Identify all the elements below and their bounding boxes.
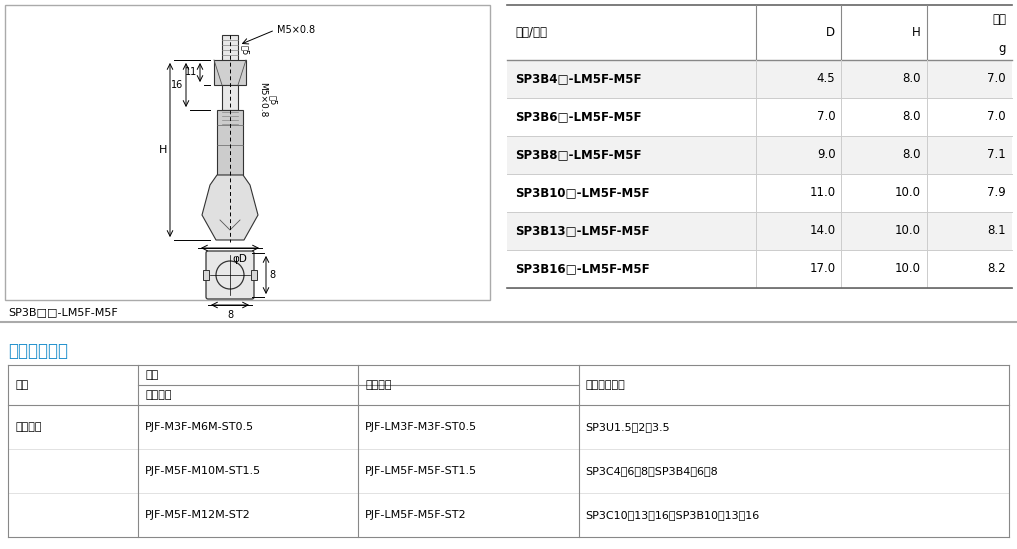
Text: 8.0: 8.0 <box>902 110 920 124</box>
Text: 深5: 深5 <box>240 45 249 55</box>
Text: 7.0: 7.0 <box>988 110 1006 124</box>
Text: 16: 16 <box>171 80 183 90</box>
Text: 名称: 名称 <box>15 380 28 390</box>
Text: φD: φD <box>232 254 247 264</box>
Text: SP3B16□-LM5F-M5F: SP3B16□-LM5F-M5F <box>515 262 650 276</box>
Text: PJF-M5F-M12M-ST2: PJF-M5F-M12M-ST2 <box>145 510 251 520</box>
Text: 配件选型规格: 配件选型规格 <box>8 342 68 360</box>
Text: 9.0: 9.0 <box>817 148 836 161</box>
Bar <box>214 60 246 85</box>
Text: SP3B13□-LM5F-M5F: SP3B13□-LM5F-M5F <box>515 225 650 238</box>
Text: PJF-LM3F-M3F-ST0.5: PJF-LM3F-M3F-ST0.5 <box>365 422 477 432</box>
Text: 14.0: 14.0 <box>810 225 836 238</box>
Text: D: D <box>827 25 836 38</box>
FancyBboxPatch shape <box>206 251 254 299</box>
Text: PJF-M5F-M10M-ST1.5: PJF-M5F-M10M-ST1.5 <box>145 466 261 476</box>
Text: SP3B8□-LM5F-M5F: SP3B8□-LM5F-M5F <box>515 148 642 161</box>
Text: 垂直方向: 垂直方向 <box>145 390 172 400</box>
Text: SP3U1.5、2、3.5: SP3U1.5、2、3.5 <box>586 422 670 432</box>
Bar <box>5 5 490 300</box>
Text: M5×0.8: M5×0.8 <box>277 25 315 35</box>
Text: M5×0.8: M5×0.8 <box>258 82 267 117</box>
Bar <box>222 85 238 110</box>
Text: 8: 8 <box>227 310 233 320</box>
Text: 适合吸盘型号: 适合吸盘型号 <box>586 380 625 390</box>
Text: 7.0: 7.0 <box>988 72 1006 86</box>
Text: 单重: 单重 <box>992 13 1006 26</box>
Text: 安装支杆: 安装支杆 <box>15 422 42 432</box>
Text: SP3C4、6、8；SP3B4、6、8: SP3C4、6、8；SP3B4、6、8 <box>586 466 718 476</box>
Text: 7.9: 7.9 <box>988 187 1006 199</box>
Text: 型号/尺寸: 型号/尺寸 <box>515 25 547 38</box>
Text: 8.1: 8.1 <box>988 225 1006 238</box>
Text: H: H <box>159 145 167 155</box>
Text: 10.0: 10.0 <box>895 262 920 276</box>
Bar <box>251 270 257 280</box>
Text: 10.0: 10.0 <box>895 225 920 238</box>
Text: SP3B4□-LM5F-M5F: SP3B4□-LM5F-M5F <box>515 72 642 86</box>
Bar <box>203 270 210 280</box>
Text: 17.0: 17.0 <box>810 262 836 276</box>
Text: 11: 11 <box>185 67 197 77</box>
Polygon shape <box>202 175 258 240</box>
Text: 8.0: 8.0 <box>902 148 920 161</box>
Text: 11.0: 11.0 <box>810 187 836 199</box>
Text: SP3B6□-LM5F-M5F: SP3B6□-LM5F-M5F <box>515 110 642 124</box>
Text: 10.0: 10.0 <box>895 187 920 199</box>
Text: 8.0: 8.0 <box>902 72 920 86</box>
Text: PJF-M3F-M6M-ST0.5: PJF-M3F-M6M-ST0.5 <box>145 422 254 432</box>
Text: SP3B10□-LM5F-M5F: SP3B10□-LM5F-M5F <box>515 187 650 199</box>
Bar <box>217 110 243 175</box>
Text: 8: 8 <box>270 270 276 280</box>
Text: 4.5: 4.5 <box>817 72 836 86</box>
Text: 7.1: 7.1 <box>988 148 1006 161</box>
Text: PJF-LM5F-M5F-ST2: PJF-LM5F-M5F-ST2 <box>365 510 467 520</box>
Text: PJF-LM5F-M5F-ST1.5: PJF-LM5F-M5F-ST1.5 <box>365 466 477 476</box>
Bar <box>507 136 1012 174</box>
Text: 7.0: 7.0 <box>817 110 836 124</box>
Bar <box>222 35 238 65</box>
Text: 水平方向: 水平方向 <box>365 380 392 390</box>
Text: H: H <box>912 25 920 38</box>
Text: 8.2: 8.2 <box>988 262 1006 276</box>
Text: 型号: 型号 <box>145 370 159 380</box>
Text: SP3C10、13、16；SP3B10、13、16: SP3C10、13、16；SP3B10、13、16 <box>586 510 760 520</box>
Bar <box>507 60 1012 98</box>
Text: 深5: 深5 <box>268 95 277 105</box>
Text: SP3B□□-LM5F-M5F: SP3B□□-LM5F-M5F <box>8 307 118 317</box>
Bar <box>507 212 1012 250</box>
Text: g: g <box>999 42 1006 55</box>
